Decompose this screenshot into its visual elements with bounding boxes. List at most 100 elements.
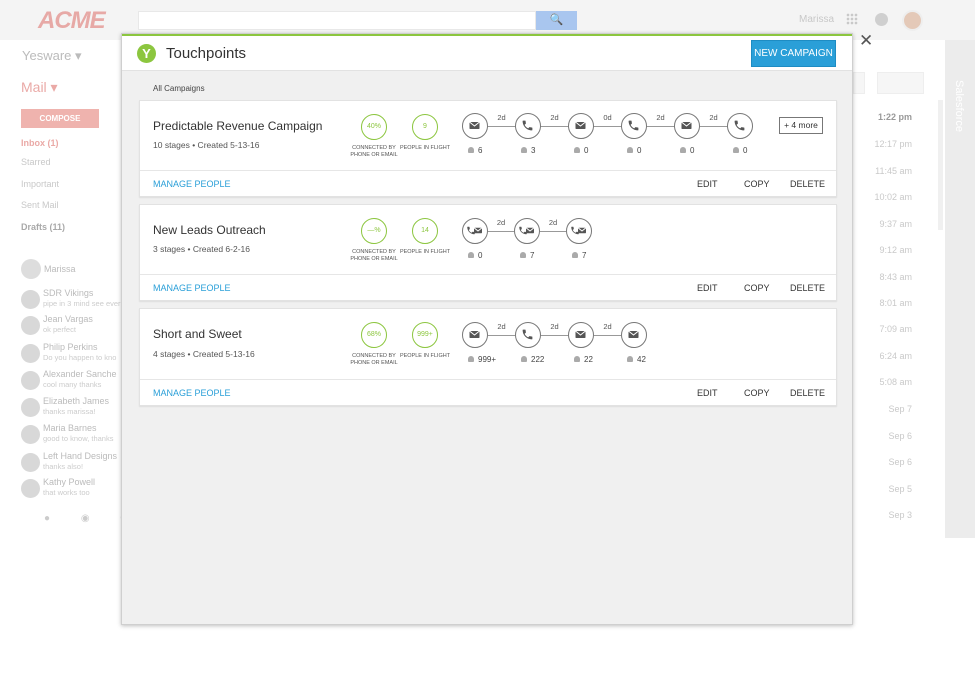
connected-label: CONNECTED by PHONE or EMAIL	[350, 353, 398, 366]
chat-contact[interactable]: Jean Vargas ok perfect	[21, 314, 121, 338]
nav-important[interactable]: Important	[21, 179, 60, 189]
gmail-dropdown[interactable]	[853, 72, 865, 94]
contact-name: Elizabeth James	[43, 396, 110, 406]
chat-contact[interactable]: Elizabeth James thanks marissa!	[21, 396, 121, 420]
gmail-search-button[interactable]: 🔍	[536, 11, 577, 30]
email-step-icon[interactable]	[568, 322, 594, 348]
chat-user-avatar[interactable]	[21, 259, 41, 279]
avatar	[21, 479, 40, 498]
chat-user-name: Marissa	[44, 264, 76, 274]
step-delay: 2d	[656, 113, 665, 122]
message-time: Sep 5	[888, 484, 912, 494]
message-time: 5:08 am	[879, 377, 912, 387]
in-flight-value: 9	[412, 114, 438, 140]
chat-contact[interactable]: Kathy Powell that works too	[21, 477, 121, 501]
contact-name: Left Hand Designs	[43, 451, 118, 461]
gmail-search-input[interactable]	[138, 11, 536, 30]
card-footer: MANAGE PEOPLE EDIT COPY DELETE	[140, 274, 836, 301]
phone-email-step-icon[interactable]	[566, 218, 592, 244]
gmail-scrollbar[interactable]	[938, 100, 943, 230]
chat-contact[interactable]: Philip Perkins Do you happen to kno	[21, 342, 121, 366]
phone-email-step-icon[interactable]	[514, 218, 540, 244]
copy-button[interactable]: COPY	[744, 388, 770, 398]
campaign-name[interactable]: New Leads Outreach	[153, 223, 266, 237]
phone-step-icon[interactable]	[515, 322, 541, 348]
message-time: Sep 7	[888, 404, 912, 414]
email-step-icon[interactable]	[568, 113, 594, 139]
chat-contact[interactable]: Left Hand Designs thanks also!	[21, 451, 121, 475]
nav-inbox[interactable]: Inbox (1)	[21, 138, 59, 148]
step-delay: 2d	[548, 218, 558, 227]
nav-starred[interactable]: Starred	[21, 157, 51, 167]
nav-sent-mail[interactable]: Sent Mail	[21, 200, 59, 210]
chat-contact[interactable]: Alexander Sanche cool many thanks	[21, 369, 121, 393]
phone-step-icon[interactable]	[621, 113, 647, 139]
step-connector	[700, 126, 727, 127]
edit-button[interactable]: EDIT	[697, 179, 718, 189]
manage-people-link[interactable]: MANAGE PEOPLE	[153, 179, 231, 189]
manage-people-link[interactable]: MANAGE PEOPLE	[153, 283, 231, 293]
contact-snippet: Do you happen to kno	[43, 353, 117, 362]
contact-name: Alexander Sanche	[43, 369, 117, 379]
avatar	[21, 453, 40, 472]
manage-people-link[interactable]: MANAGE PEOPLE	[153, 388, 231, 398]
person-icon	[627, 147, 633, 153]
step-connector	[541, 335, 568, 336]
apps-grid-icon[interactable]	[846, 13, 858, 25]
step-people-count: 0	[627, 146, 641, 155]
message-time: 9:37 am	[879, 219, 912, 229]
nav-drafts[interactable]: Drafts (11)	[21, 222, 66, 232]
email-step-icon[interactable]	[621, 322, 647, 348]
message-time: 8:43 am	[879, 272, 912, 282]
delete-button[interactable]: DELETE	[790, 283, 826, 293]
email-step-icon[interactable]	[674, 113, 700, 139]
contact-snippet: thanks also!	[43, 462, 84, 471]
gmail-settings-gear-icon[interactable]	[877, 72, 924, 94]
in-flight-label: PEOPLE IN FLIGHT	[399, 249, 451, 255]
contact-snippet: pipe in 3 mind see ever	[43, 299, 121, 308]
more-steps-button[interactable]: + 4 more	[779, 117, 823, 134]
contact-name: SDR Vikings	[43, 288, 94, 298]
notifications-icon[interactable]	[875, 13, 888, 26]
phone-step-icon[interactable]	[727, 113, 753, 139]
card-footer: MANAGE PEOPLE EDIT COPY DELETE	[140, 379, 836, 406]
new-campaign-button[interactable]: NEW CAMPAIGN	[751, 40, 836, 67]
contact-name: Philip Perkins	[43, 342, 98, 352]
in-flight-stat: 14 PEOPLE IN FLIGHT	[396, 218, 454, 256]
chat-contact[interactable]: Maria Barnes good to know, thanks	[21, 423, 121, 447]
person-icon	[521, 147, 527, 153]
step-delay: 2d	[603, 322, 612, 331]
step-connector	[488, 335, 515, 336]
campaign-name[interactable]: Short and Sweet	[153, 327, 242, 341]
delete-button[interactable]: DELETE	[790, 388, 826, 398]
edit-button[interactable]: EDIT	[697, 388, 718, 398]
step-connector	[540, 231, 566, 232]
card-footer: MANAGE PEOPLE EDIT COPY DELETE	[140, 170, 836, 197]
phone-step-icon[interactable]	[515, 113, 541, 139]
chat-contact[interactable]: SDR Vikings pipe in 3 mind see ever	[21, 288, 121, 312]
yesware-menu[interactable]: Yesware ▾	[22, 48, 82, 63]
chat-bottom-icons[interactable]: ● ◉ ✆	[44, 513, 143, 524]
account-avatar[interactable]	[902, 10, 923, 31]
message-time: 11:45 am	[875, 166, 912, 176]
person-icon	[680, 147, 686, 153]
message-time: Sep 3	[888, 510, 912, 520]
campaign-name[interactable]: Predictable Revenue Campaign	[153, 119, 323, 133]
count-value: 999+	[478, 355, 497, 364]
connected-stat: 68% CONNECTED by PHONE or EMAIL	[345, 322, 403, 367]
close-icon[interactable]: ✕	[859, 31, 874, 50]
step-people-count: 3	[521, 146, 535, 155]
contact-snippet: cool many thanks	[43, 380, 102, 389]
avatar	[21, 398, 40, 417]
copy-button[interactable]: COPY	[744, 179, 770, 189]
mail-menu[interactable]: Mail ▾	[21, 79, 58, 95]
email-step-icon[interactable]	[462, 113, 488, 139]
copy-button[interactable]: COPY	[744, 283, 770, 293]
edit-button[interactable]: EDIT	[697, 283, 718, 293]
delete-button[interactable]: DELETE	[790, 179, 826, 189]
step-people-count: 0	[680, 146, 694, 155]
compose-button[interactable]: COMPOSE	[21, 109, 99, 128]
phone-email-step-icon[interactable]	[462, 218, 488, 244]
email-step-icon[interactable]	[462, 322, 488, 348]
step-people-count: 42	[627, 355, 646, 364]
